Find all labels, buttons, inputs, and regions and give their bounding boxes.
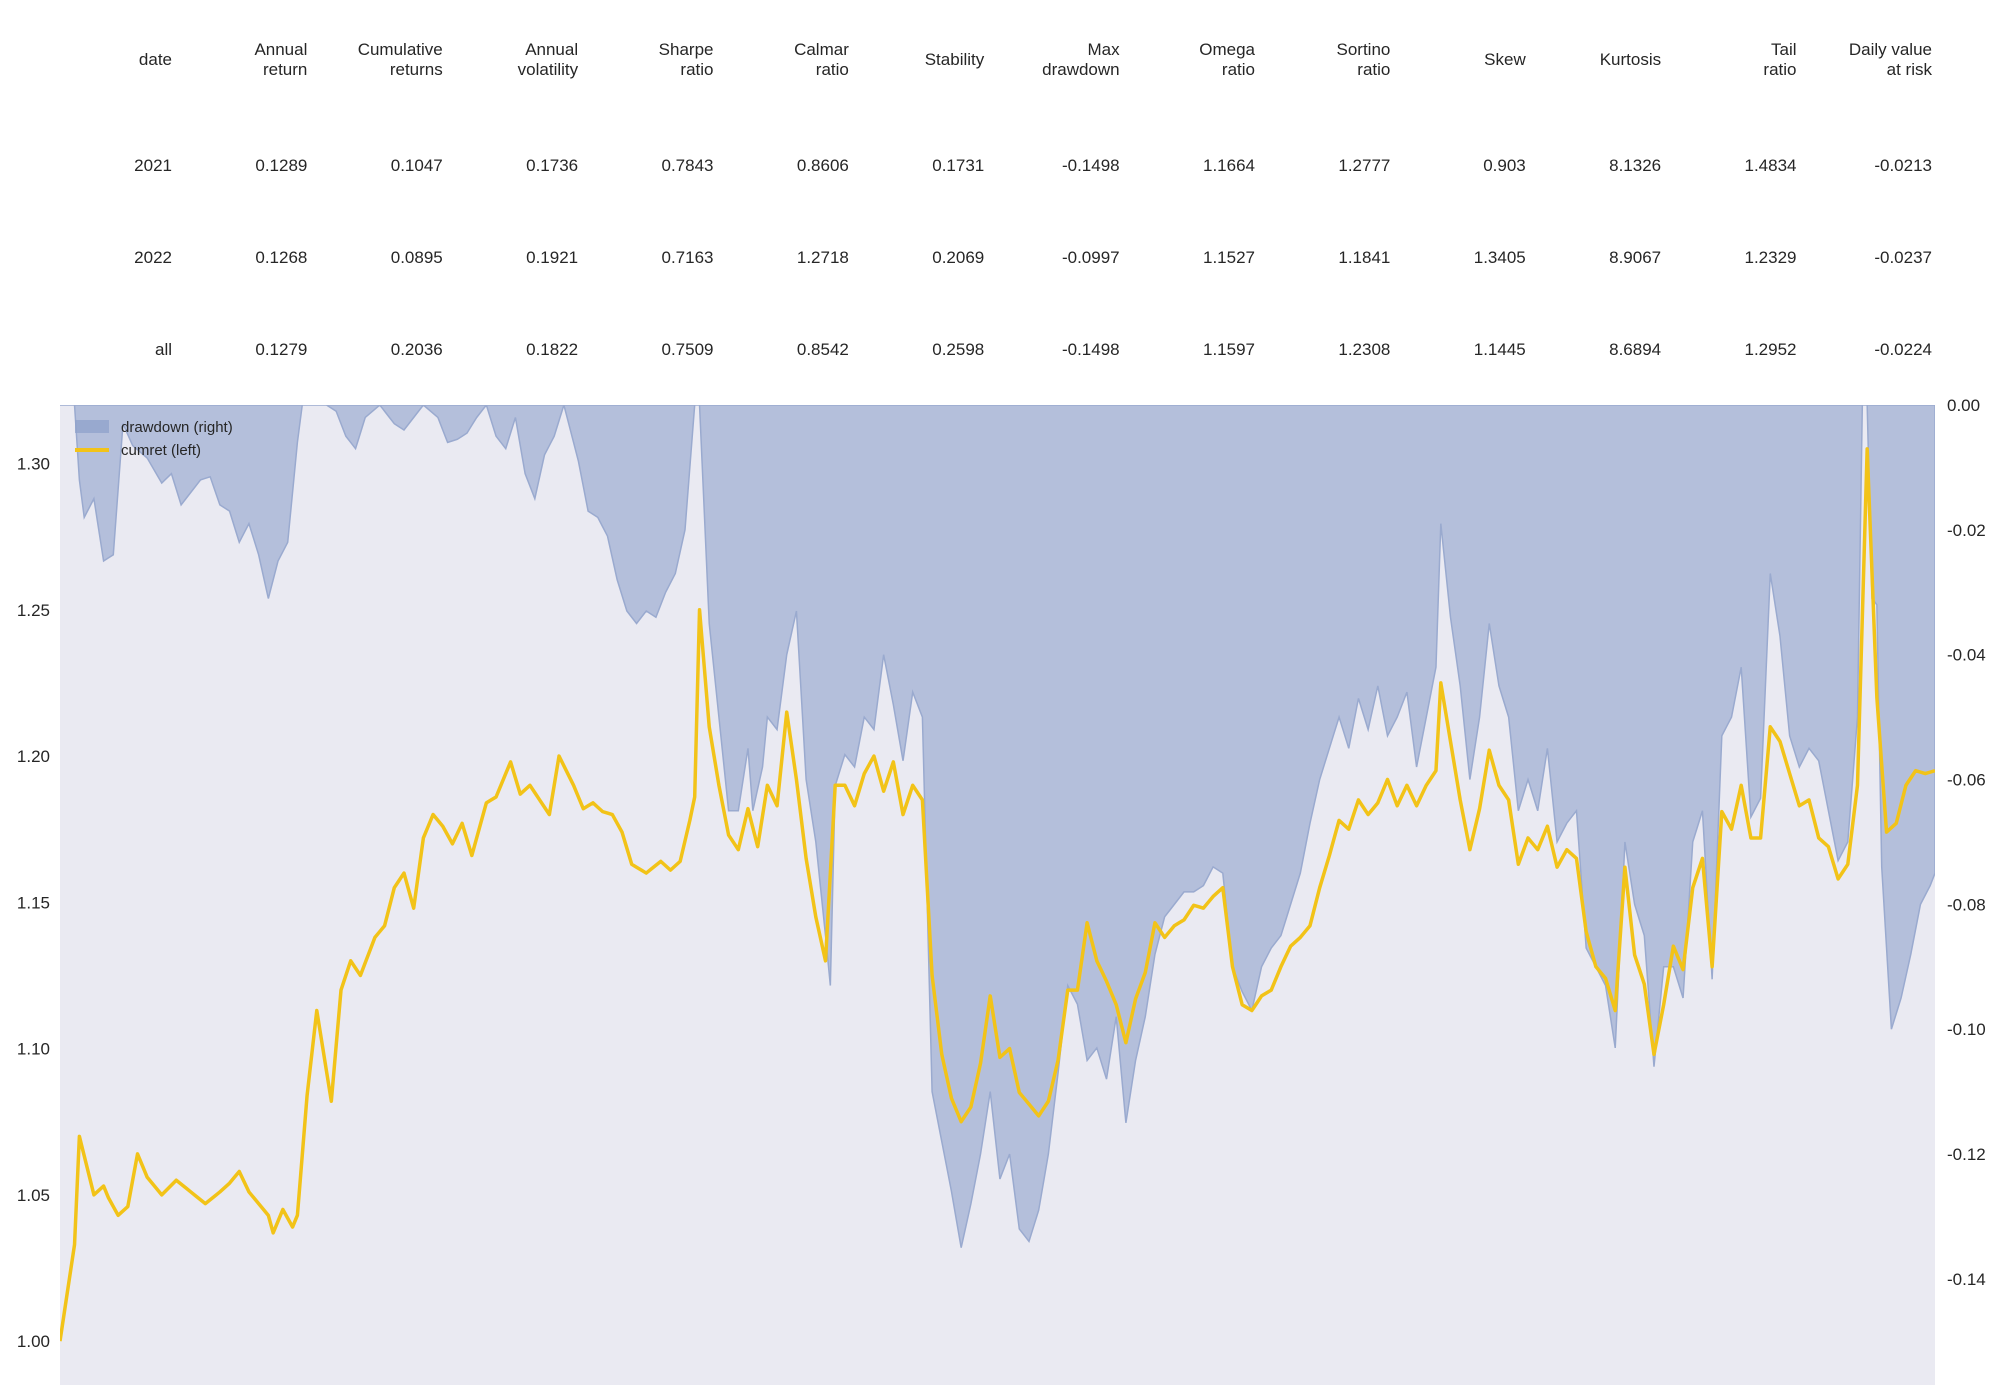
stats-header-cell: date	[138, 50, 172, 69]
left-axis-tick-label: 1.15	[17, 893, 50, 912]
stats-cell: 1.1445	[1473, 340, 1526, 359]
stats-header-cell: Stability	[924, 50, 985, 69]
left-axis-tick-label: 1.20	[17, 747, 50, 766]
stats-cell: 0.1268	[255, 248, 308, 267]
stats-cell: 1.1664	[1203, 156, 1255, 175]
stats-cell: 0.1047	[390, 156, 443, 175]
right-axis-tick-label: -0.02	[1947, 521, 1986, 540]
stats-header-cell: Annual return	[254, 40, 308, 79]
left-axis-tick-label: 1.05	[17, 1186, 50, 1205]
stats-cell: -0.0224	[1874, 340, 1932, 359]
stats-cell: 1.2952	[1744, 340, 1797, 359]
stats-cell: 0.1279	[255, 340, 308, 359]
legend-label-drawdown: drawdown (right)	[121, 419, 233, 436]
chart-legend: drawdown (right) cumret (left)	[75, 419, 233, 459]
stats-cell: -0.0997	[1061, 248, 1120, 267]
stats-header-cell: Omega ratio	[1199, 40, 1255, 79]
left-axis-tick-label: 1.30	[17, 455, 50, 474]
stats-cell: 1.1597	[1203, 340, 1255, 359]
stats-row-label: all	[154, 340, 172, 359]
left-axis-tick-label: 1.10	[17, 1040, 50, 1059]
stats-cell: 0.2069	[932, 248, 985, 267]
stats-cell: 1.1841	[1338, 248, 1391, 267]
stats-header-row: date Annual return Cumulative returns Annua…	[60, 0, 1940, 120]
right-axis-tick-label: -0.06	[1947, 771, 1986, 790]
stats-row: 2021 0.1289 0.1047 0.1736 0.7843 0.8606 0.1731…	[60, 120, 1940, 212]
stats-header-cell: Tail ratio	[1763, 40, 1797, 79]
stats-row-label: 2021	[134, 156, 172, 175]
legend-label-cumret: cumret (left)	[121, 442, 201, 459]
stats-header-cell: Kurtosis	[1599, 50, 1662, 69]
stats-cell: 0.2598	[932, 340, 985, 359]
stats-cell: 0.7509	[661, 340, 714, 359]
stats-cell: 1.2777	[1338, 156, 1391, 175]
stats-header-cell: Annual volatility	[517, 40, 579, 79]
stats-cell: 0.1921	[526, 248, 579, 267]
left-axis-tick-label: 1.25	[17, 601, 50, 620]
drawdown-area	[60, 405, 1935, 1248]
stats-cell: 1.1527	[1203, 248, 1255, 267]
stats-cell: 0.903	[1483, 156, 1526, 175]
stats-cell: 1.2329	[1744, 248, 1797, 267]
performance-stats-table: date Annual return Cumulative returns Annua…	[60, 0, 1940, 396]
stats-cell: 0.7163	[661, 248, 714, 267]
left-axis-tick-label: 1.00	[17, 1332, 50, 1351]
stats-header-cell: Max drawdown	[1042, 40, 1120, 79]
stats-cell: 0.1822	[526, 340, 579, 359]
stats-row-label: 2022	[134, 248, 172, 267]
stats-cell: 0.7843	[661, 156, 714, 175]
stats-cell: 0.2036	[390, 340, 443, 359]
stats-cell: 0.1289	[255, 156, 308, 175]
right-axis-tick-label: -0.12	[1947, 1145, 1986, 1164]
stats-header-cell: Calmar ratio	[794, 40, 849, 79]
stats-cell: 0.8606	[796, 156, 849, 175]
stats-header-cell: Sortino ratio	[1336, 40, 1391, 79]
legend-swatch-drawdown	[75, 420, 109, 433]
right-axis-tick-label: -0.08	[1947, 895, 1986, 914]
stats-cell: 1.2308	[1338, 340, 1391, 359]
stats-cell: 0.1731	[932, 156, 985, 175]
stats-cell: 0.0895	[390, 248, 443, 267]
stats-header-cell: Skew	[1484, 50, 1526, 69]
cumret-drawdown-chart: 1.00 1.05 1.10 1.15 1.20 1.25 1.30 0.00 -0.02 -0…	[17, 396, 1986, 1385]
stats-cell: 8.9067	[1609, 248, 1662, 267]
right-axis-tick-label: -0.14	[1947, 1270, 1986, 1289]
stats-cell: -0.1498	[1061, 156, 1120, 175]
stats-cell: 0.1736	[526, 156, 579, 175]
stats-header-cell: Cumulative returns	[357, 40, 443, 79]
stats-header-cell: Sharpe ratio	[658, 40, 714, 79]
stats-cell: 0.8542	[796, 340, 849, 359]
stats-header-cell: Daily value at risk	[1848, 40, 1932, 79]
stats-cell: -0.1498	[1061, 340, 1120, 359]
stats-row: all 0.1279 0.2036 0.1822 0.7509 0.8542 0.2598 -…	[60, 304, 1940, 396]
right-axis-tick-label: -0.04	[1947, 646, 1986, 665]
stats-cell: -0.0237	[1874, 248, 1932, 267]
stats-cell: 1.2718	[796, 248, 849, 267]
stats-cell: 8.1326	[1609, 156, 1662, 175]
stats-row: 2022 0.1268 0.0895 0.1921 0.7163 1.2718 0.2069…	[60, 212, 1940, 304]
stats-cell: -0.0213	[1874, 156, 1932, 175]
stats-cell: 1.4834	[1744, 156, 1797, 175]
right-axis-tick-label: 0.00	[1947, 396, 1980, 415]
cumret-line	[60, 447, 1935, 1342]
stats-cell: 1.3405	[1473, 248, 1526, 267]
right-axis-tick-label: -0.10	[1947, 1020, 1986, 1039]
stats-cell: 8.6894	[1609, 340, 1662, 359]
